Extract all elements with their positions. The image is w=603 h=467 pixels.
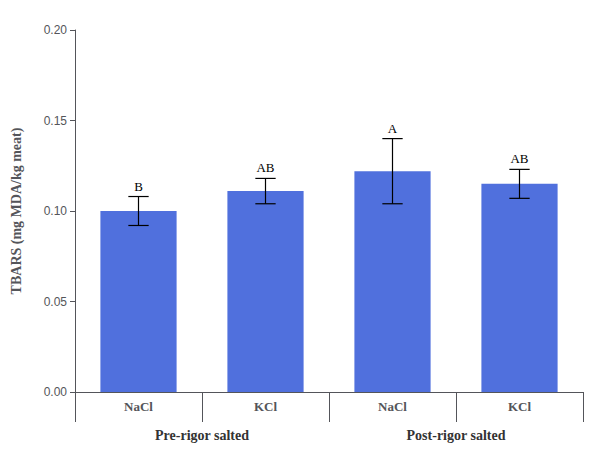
svg-text:TBARS (mg MDA/kg meat): TBARS (mg MDA/kg meat) [9, 127, 25, 294]
svg-text:KCl: KCl [508, 399, 532, 414]
svg-text:0.20: 0.20 [44, 23, 68, 37]
svg-text:A: A [388, 121, 398, 136]
svg-text:NaCl: NaCl [124, 399, 153, 414]
svg-text:NaCl: NaCl [378, 399, 407, 414]
svg-text:0.00: 0.00 [44, 385, 68, 399]
svg-text:Pre-rigor salted: Pre-rigor salted [155, 428, 249, 443]
svg-text:0.10: 0.10 [44, 204, 68, 218]
svg-text:AB: AB [256, 160, 274, 175]
svg-text:B: B [134, 179, 143, 194]
svg-text:Post-rigor salted: Post-rigor salted [407, 428, 506, 443]
svg-text:KCl: KCl [254, 399, 278, 414]
svg-text:0.05: 0.05 [44, 295, 68, 309]
svg-text:0.15: 0.15 [44, 114, 68, 128]
svg-text:AB: AB [510, 151, 528, 166]
